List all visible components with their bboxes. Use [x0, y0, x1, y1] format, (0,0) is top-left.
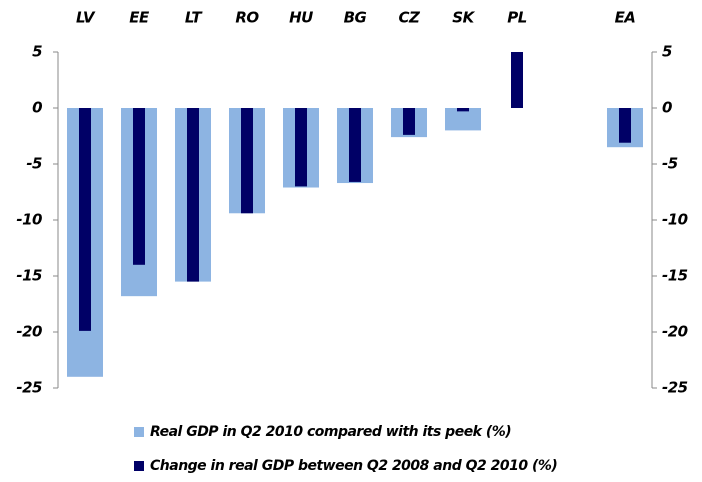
- bar: [241, 108, 253, 214]
- bar: [403, 108, 415, 135]
- y-tick-label: 5: [32, 43, 42, 61]
- bar: [79, 108, 91, 331]
- x-tick-label: CZ: [399, 9, 422, 27]
- x-tick-label: EA: [615, 9, 636, 27]
- bar: [445, 108, 481, 131]
- y2-tick-label: -20: [662, 323, 688, 341]
- bar: [133, 108, 145, 265]
- bar: [349, 108, 361, 182]
- legend-label: Change in real GDP between Q2 2008 and Q…: [150, 458, 557, 474]
- x-tick-label: BG: [344, 9, 367, 27]
- legend-swatch: [134, 461, 144, 471]
- legend-swatch: [134, 427, 144, 437]
- bar: [295, 108, 307, 187]
- y-tick-label: 0: [32, 99, 42, 117]
- x-tick-label: LT: [185, 9, 204, 27]
- y2-tick-label: -5: [662, 155, 678, 173]
- x-tick-label: HU: [289, 9, 313, 27]
- bar: [187, 108, 199, 282]
- y2-tick-label: -15: [662, 267, 688, 285]
- legend-label: Real GDP in Q2 2010 compared with its pe…: [150, 424, 511, 440]
- y2-tick-label: -25: [662, 379, 688, 397]
- y-tick-label: -15: [16, 267, 42, 285]
- y-tick-label: -20: [16, 323, 42, 341]
- y2-tick-label: 5: [662, 43, 672, 61]
- y-tick-label: -5: [26, 155, 42, 173]
- x-tick-label: EE: [129, 9, 150, 27]
- x-tick-label: SK: [452, 9, 475, 27]
- y2-tick-label: 0: [662, 99, 672, 117]
- y-tick-label: -10: [16, 211, 42, 229]
- x-tick-label: PL: [507, 9, 527, 27]
- x-tick-label: RO: [235, 9, 259, 27]
- y-tick-label: -25: [16, 379, 42, 397]
- bar: [511, 52, 523, 108]
- bar: [619, 108, 631, 143]
- bar: [457, 108, 469, 112]
- y2-tick-label: -10: [662, 211, 688, 229]
- x-tick-label: LV: [76, 9, 96, 27]
